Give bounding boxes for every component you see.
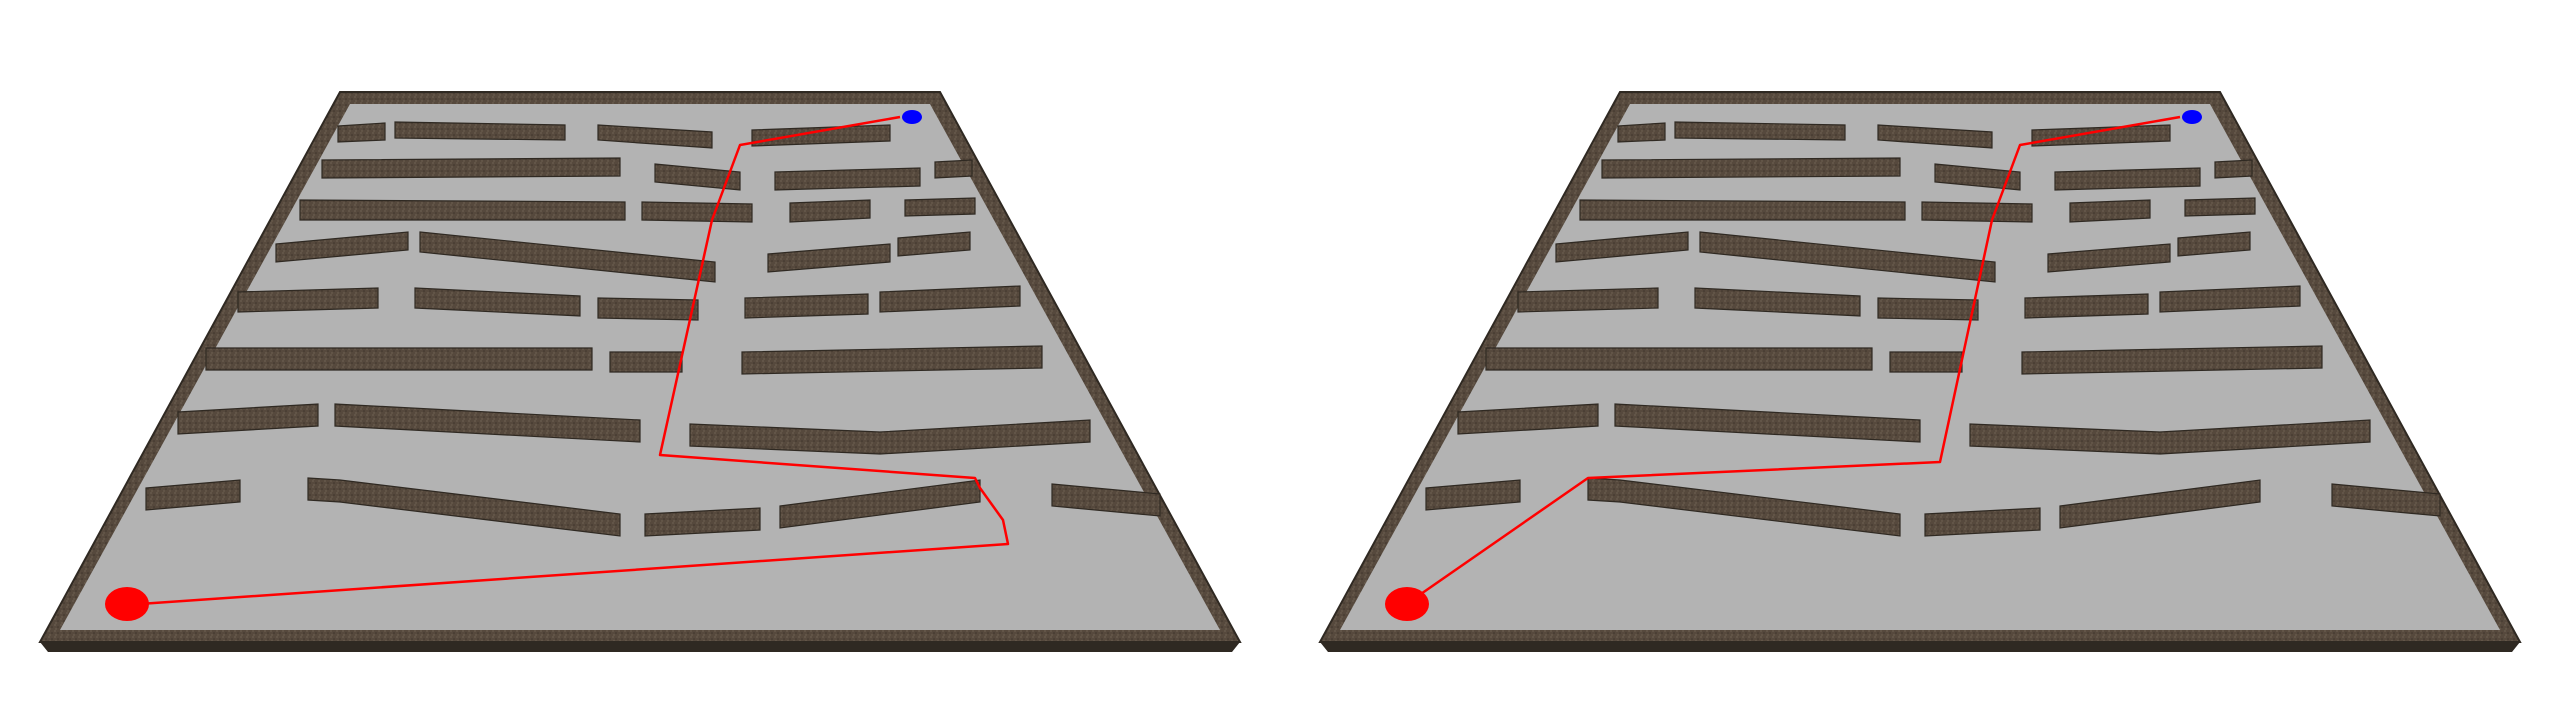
wall	[1051, 483, 1161, 517]
wall	[307, 477, 621, 537]
wall	[1485, 347, 1873, 371]
wall	[644, 507, 761, 537]
wall	[641, 201, 753, 223]
wall	[1877, 124, 1993, 149]
wall	[597, 124, 713, 149]
wall	[2024, 293, 2149, 319]
wall	[419, 231, 716, 283]
wall	[779, 479, 981, 529]
wall	[414, 287, 581, 317]
wall	[1889, 351, 1963, 373]
wall	[789, 199, 871, 223]
wall	[1921, 201, 2033, 223]
wall	[2214, 159, 2253, 179]
wall	[145, 479, 241, 511]
wall	[1674, 121, 1846, 141]
maze-walls	[1425, 121, 2441, 537]
wall	[879, 285, 1021, 313]
wall	[2331, 483, 2441, 517]
wall	[1457, 403, 1599, 435]
wall	[1924, 507, 2041, 537]
solution-path	[124, 115, 1010, 607]
wall	[744, 293, 869, 319]
wall	[1617, 122, 1666, 143]
wall	[394, 121, 566, 141]
wall	[597, 297, 699, 321]
wall	[2021, 345, 2323, 375]
wall	[2177, 231, 2251, 257]
wall	[1934, 163, 2021, 191]
wall	[774, 167, 921, 191]
wall	[177, 403, 319, 435]
start-marker	[105, 587, 149, 621]
wall	[904, 197, 976, 217]
goal-marker	[902, 110, 922, 124]
wall	[767, 243, 891, 273]
wall	[2184, 197, 2256, 217]
wall	[2054, 167, 2201, 191]
wall	[2069, 199, 2151, 223]
wall	[1694, 287, 1861, 317]
wall	[1969, 419, 2371, 455]
wall	[741, 345, 1043, 375]
goal-marker	[2182, 110, 2202, 124]
solution-path	[1404, 115, 2181, 607]
wall	[2159, 285, 2301, 313]
wall	[2059, 479, 2261, 529]
wall	[934, 159, 973, 179]
wall	[1699, 231, 1996, 283]
wall	[2047, 243, 2171, 273]
maze-walls	[145, 121, 1161, 537]
wall	[299, 199, 626, 221]
wall	[1579, 199, 1906, 221]
wall	[1587, 477, 1901, 537]
wall	[275, 231, 409, 263]
wall	[1555, 231, 1689, 263]
maze-frame-front	[40, 642, 1240, 652]
wall	[321, 157, 621, 179]
start-marker	[1385, 587, 1429, 621]
wall	[1425, 479, 1521, 511]
wall	[237, 287, 379, 313]
wall	[1614, 403, 1921, 443]
wall	[1877, 297, 1979, 321]
maze-panel-left	[38, 91, 1242, 652]
maze-panel-right	[1318, 91, 2522, 652]
wall	[1601, 157, 1901, 179]
wall	[337, 122, 386, 143]
wall	[609, 351, 683, 373]
wall	[1517, 287, 1659, 313]
wall	[334, 403, 641, 443]
wall	[205, 347, 593, 371]
wall	[897, 231, 971, 257]
wall	[689, 419, 1091, 455]
maze-frame-front	[1320, 642, 2520, 652]
wall	[654, 163, 741, 191]
